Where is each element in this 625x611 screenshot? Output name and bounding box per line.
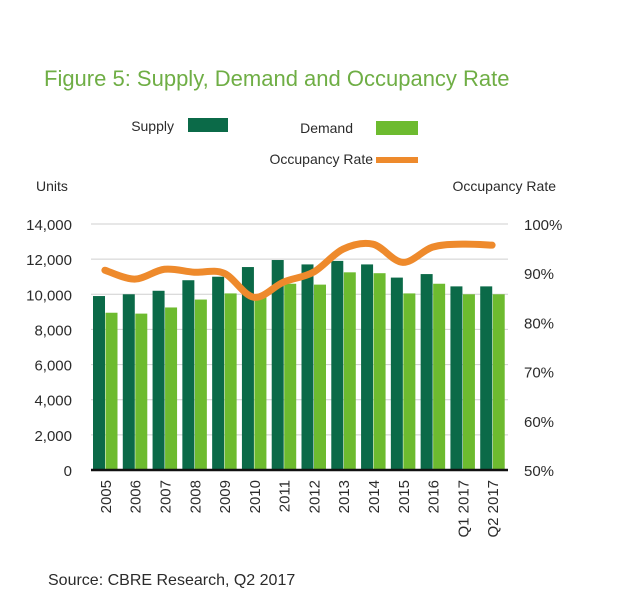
bar-supply [122, 294, 135, 470]
y-tick-right: 90% [524, 266, 554, 283]
x-tick-label: 2013 [336, 480, 353, 513]
bar-supply [390, 277, 403, 470]
x-tick-label: 2012 [306, 480, 323, 513]
y-tick-left: 0 [64, 463, 72, 480]
x-tick-label: 2006 [128, 480, 145, 513]
chart-title: Figure 5: Supply, Demand and Occupancy R… [44, 66, 510, 91]
x-tick-label: 2014 [366, 480, 383, 513]
bar-demand [105, 312, 118, 470]
bar-demand [462, 294, 475, 470]
x-tick-label: 2009 [217, 480, 234, 513]
y-tick-left: 2,000 [34, 428, 72, 445]
y-tick-left: 8,000 [34, 322, 72, 339]
x-tick-label: 2005 [98, 480, 115, 513]
bar-supply [152, 290, 165, 470]
bar-demand [254, 296, 267, 470]
bar-supply [450, 286, 463, 470]
y-axis-label-right: Occupancy Rate [453, 178, 557, 194]
occupancy-line [101, 239, 496, 301]
y-tick-left: 10,000 [26, 287, 72, 304]
y-tick-right: 100% [524, 217, 562, 234]
bar-supply [182, 280, 195, 470]
legend-label-occupancy: Occupancy Rate [270, 151, 374, 167]
bar-supply [331, 260, 344, 470]
y-ticks-right: 50% 60% 70% 80% 90% 100% [524, 217, 562, 480]
x-tick-label: 2015 [396, 480, 413, 513]
bar-demand [492, 294, 505, 470]
y-tick-right: 60% [524, 414, 554, 431]
legend-swatch-supply [188, 118, 228, 132]
y-tick-left: 14,000 [26, 217, 72, 234]
x-tick-label: 2007 [157, 480, 174, 513]
source-note: Source: CBRE Research, Q2 2017 [48, 572, 295, 589]
bar-supply [301, 264, 314, 470]
bar-demand [373, 273, 386, 470]
bar-demand [314, 284, 326, 470]
bar-supply [361, 264, 374, 470]
x-tick-label: 2008 [187, 480, 204, 513]
bar-demand [343, 272, 356, 470]
x-tick-label: Q1 2017 [455, 480, 472, 538]
bar-demand [284, 283, 297, 470]
y-tick-left: 12,000 [26, 252, 72, 269]
y-tick-right: 70% [524, 365, 554, 382]
legend-swatch-demand [376, 121, 418, 135]
y-tick-left: 4,000 [34, 393, 72, 410]
legend: Supply Demand Occupancy Rate [131, 118, 418, 167]
x-tick-label: 2016 [426, 480, 443, 513]
bar-supply [212, 276, 225, 470]
legend-label-demand: Demand [300, 120, 353, 136]
y-tick-right: 80% [524, 315, 554, 332]
bar-supply [271, 260, 284, 470]
bar-supply [93, 296, 105, 470]
y-tick-left: 6,000 [34, 358, 72, 375]
y-tick-right: 50% [524, 463, 554, 480]
bar-supply [241, 267, 254, 470]
y-axis-label-left: Units [36, 178, 68, 194]
bar-demand [135, 313, 148, 470]
bar-demand [224, 293, 237, 470]
bars [93, 260, 505, 470]
bar-supply [480, 286, 493, 470]
x-tick-label: 2011 [277, 480, 294, 512]
legend-swatch-occupancy [376, 157, 418, 163]
bar-supply [420, 274, 433, 470]
y-ticks-left: 0 2,000 4,000 6,000 8,000 10,000 12,000 14,000 [26, 217, 72, 480]
bar-demand [403, 293, 416, 470]
bar-demand [433, 283, 446, 470]
x-tick-label: Q2 2017 [485, 480, 502, 538]
x-ticks: 2005 2006 2007 2008 2009 2010 2011 2012 2013 2014… [98, 480, 502, 538]
bar-demand [165, 307, 178, 470]
x-tick-label: 2010 [247, 480, 264, 513]
bar-demand [194, 299, 207, 470]
legend-label-supply: Supply [131, 118, 174, 134]
